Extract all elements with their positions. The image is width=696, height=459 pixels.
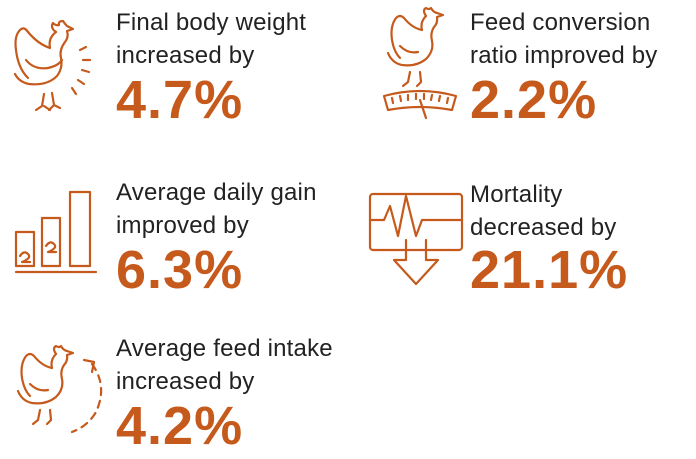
stat-label-line2: ratio improved by — [470, 42, 658, 69]
stat-label-line1: Feed conversion — [470, 9, 651, 36]
stat-label-line2: decreased by — [470, 214, 617, 241]
stat-label-line2: increased by — [116, 42, 255, 69]
stat-label-line2: improved by — [116, 212, 249, 239]
chicken-on-scale-icon — [376, 6, 466, 126]
stat-value: 21.1% — [470, 240, 629, 300]
chicken-icon — [6, 19, 106, 120]
stat-label-line1: Mortality — [470, 181, 563, 208]
heartbeat-down-arrow-icon — [368, 190, 468, 286]
stat-value: 4.7% — [116, 70, 244, 130]
stat-value: 2.2% — [470, 70, 598, 130]
stat-label-line1: Average feed intake — [116, 335, 333, 362]
stat-value: 4.2% — [116, 396, 244, 456]
bar-growth-icon — [14, 186, 104, 276]
stat-label-line1: Average daily gain — [116, 179, 317, 206]
stat-label-line2: increased by — [116, 368, 255, 395]
stat-label-line1: Final body weight — [116, 9, 307, 36]
chicken-cycle-arrow-icon — [6, 342, 116, 442]
stat-value: 6.3% — [116, 240, 244, 300]
